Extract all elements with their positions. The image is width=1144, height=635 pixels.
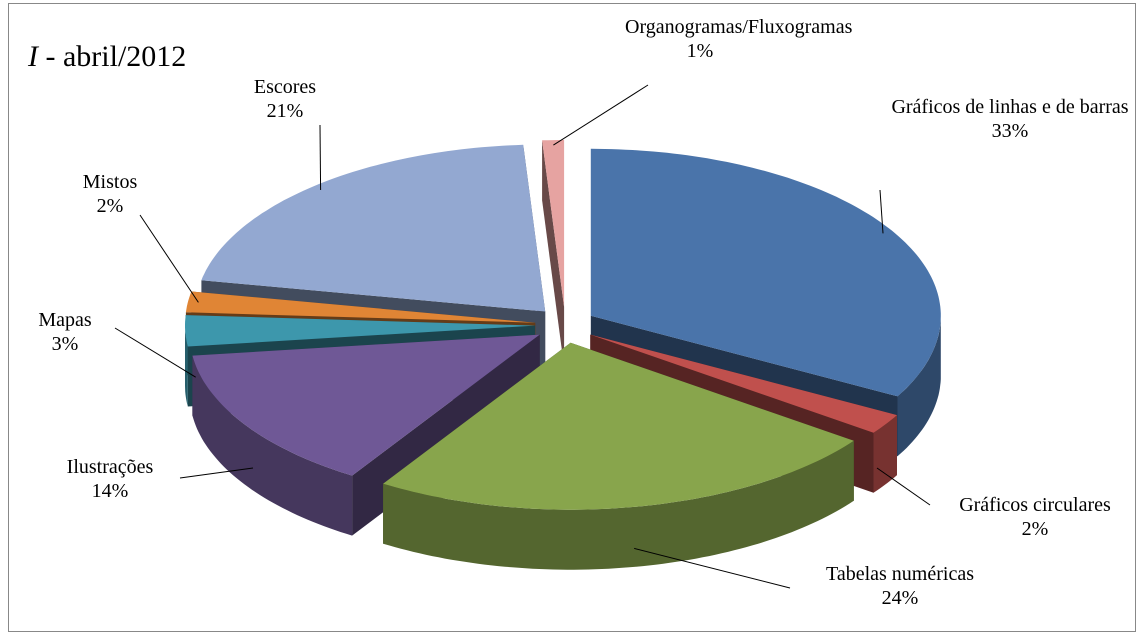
slice bbox=[590, 148, 941, 397]
slice bbox=[185, 315, 535, 347]
slice bbox=[383, 342, 854, 510]
value-label: 21% bbox=[266, 100, 304, 122]
value-label: 2% bbox=[96, 195, 124, 217]
slice-wall bbox=[185, 325, 188, 407]
slice bbox=[590, 334, 897, 433]
leader-line bbox=[319, 124, 322, 191]
leader-line bbox=[139, 214, 199, 303]
value-label: 1% bbox=[686, 40, 714, 62]
leader-line bbox=[553, 84, 649, 146]
category-label: Gráficos de linhas e de barras bbox=[891, 96, 1129, 118]
slice bbox=[201, 144, 546, 312]
leader-line bbox=[114, 327, 196, 378]
value-label: 3% bbox=[51, 333, 79, 355]
slice bbox=[542, 140, 565, 307]
slice-wall bbox=[192, 355, 353, 536]
slice-side bbox=[542, 140, 565, 367]
category-label: Tabelas numéricas bbox=[826, 563, 974, 585]
chart-title: I - abril/2012 bbox=[28, 40, 187, 73]
category-label: Mapas bbox=[38, 309, 92, 331]
slice-wall bbox=[873, 415, 897, 493]
category-label: Escores bbox=[253, 76, 317, 98]
category-label: Gráficos circulares bbox=[959, 494, 1111, 516]
slice bbox=[185, 291, 536, 323]
value-label: 14% bbox=[91, 480, 129, 502]
category-label: Mistos bbox=[82, 171, 138, 193]
value-label: 2% bbox=[1021, 518, 1049, 540]
slice bbox=[192, 334, 540, 476]
leader-line bbox=[876, 467, 931, 506]
leader-line bbox=[879, 189, 884, 234]
leader-line bbox=[634, 547, 791, 589]
category-label: Ilustrações bbox=[66, 456, 154, 478]
category-label: Organogramas/Fluxogramas bbox=[625, 16, 853, 38]
value-label: 33% bbox=[991, 120, 1029, 142]
value-label: 24% bbox=[881, 587, 919, 609]
slice-wall bbox=[897, 315, 941, 457]
leader-line bbox=[179, 467, 254, 479]
slice-wall bbox=[383, 440, 854, 570]
